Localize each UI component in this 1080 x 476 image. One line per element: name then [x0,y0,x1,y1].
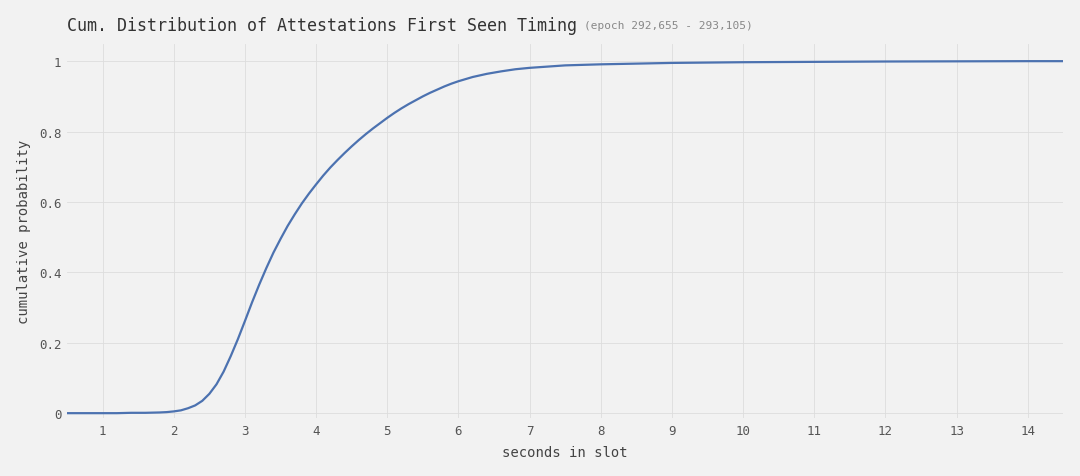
Text: (epoch 292,655 - 293,105): (epoch 292,655 - 293,105) [584,20,753,30]
Y-axis label: cumulative probability: cumulative probability [16,139,30,324]
Text: Cum. Distribution of Attestations First Seen Timing: Cum. Distribution of Attestations First … [67,17,577,35]
X-axis label: seconds in slot: seconds in slot [502,446,627,459]
